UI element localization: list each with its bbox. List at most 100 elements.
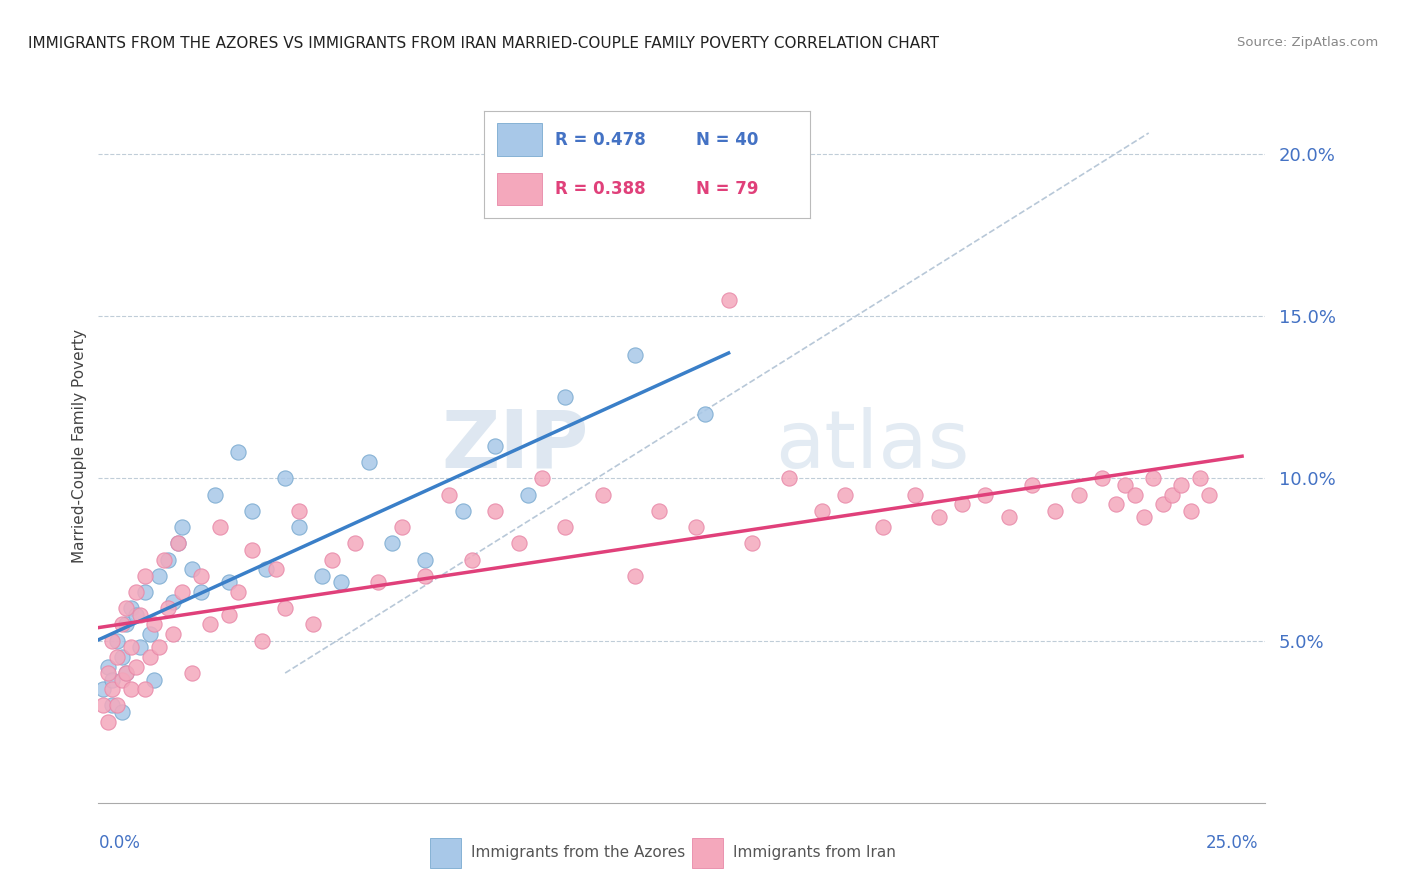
Point (134, 585, 156, 599)
Point (1180, 504, 1202, 518)
Point (129, 640, 152, 654)
Text: ZIP: ZIP (441, 407, 589, 485)
Point (105, 698, 128, 713)
Point (143, 673, 166, 687)
Point (1161, 488, 1184, 502)
Point (274, 471, 297, 485)
Point (1123, 488, 1146, 502)
Point (204, 488, 226, 502)
Point (624, 568, 647, 582)
Point (1105, 497, 1128, 511)
Point (97, 659, 120, 673)
Point (115, 666, 138, 681)
Point (152, 552, 174, 566)
Point (554, 520, 576, 534)
Text: atlas: atlas (775, 407, 970, 485)
Point (1133, 510, 1156, 524)
Point (242, 504, 264, 518)
Point (125, 585, 148, 599)
Point (437, 488, 460, 502)
Point (91, 698, 114, 713)
Point (218, 607, 240, 622)
Text: IMMIGRANTS FROM THE AZORES VS IMMIGRANTS FROM IRAN MARRIED-COUPLE FAMILY POVERTY: IMMIGRANTS FROM THE AZORES VS IMMIGRANTS… (28, 36, 939, 51)
Point (250, 633, 273, 648)
Point (1198, 488, 1220, 502)
Point (1189, 471, 1212, 485)
Point (134, 682, 156, 697)
Point (157, 552, 180, 566)
Point (381, 536, 404, 550)
Point (974, 488, 997, 502)
Point (461, 552, 484, 566)
Point (685, 520, 707, 534)
Point (367, 575, 389, 590)
Point (274, 601, 297, 615)
Point (451, 504, 474, 518)
Point (344, 536, 367, 550)
Point (200, 617, 222, 632)
Point (413, 568, 436, 582)
Point (208, 520, 231, 534)
Point (530, 471, 553, 485)
Point (125, 607, 148, 622)
Point (172, 520, 194, 534)
Point (115, 617, 138, 632)
Point (180, 666, 202, 681)
Point (97, 666, 120, 681)
Point (134, 568, 156, 582)
Point (228, 585, 250, 599)
Point (484, 439, 506, 453)
Point (264, 562, 287, 576)
Point (1152, 497, 1174, 511)
Point (242, 542, 264, 557)
Point (148, 568, 170, 582)
Point (997, 510, 1019, 524)
Point (1045, 504, 1067, 518)
Point (904, 488, 927, 502)
Point (172, 585, 194, 599)
Point (321, 552, 343, 566)
Point (834, 488, 856, 502)
Point (101, 633, 124, 648)
Point (1067, 488, 1090, 502)
Point (554, 390, 576, 404)
Point (101, 698, 124, 713)
Point (1021, 478, 1043, 492)
Point (288, 520, 311, 534)
Point (218, 575, 240, 590)
Point (115, 601, 138, 615)
Point (190, 568, 212, 582)
Point (1114, 478, 1136, 492)
Y-axis label: Married-Couple Family Poverty: Married-Couple Family Poverty (72, 329, 87, 563)
Point (120, 640, 142, 654)
Point (139, 649, 162, 664)
Point (950, 497, 973, 511)
Point (1142, 471, 1164, 485)
Point (778, 471, 800, 485)
Point (115, 666, 138, 681)
Text: 25.0%: 25.0% (1206, 834, 1258, 852)
Point (111, 705, 134, 719)
Text: Source: ZipAtlas.com: Source: ZipAtlas.com (1237, 36, 1378, 49)
Point (105, 649, 128, 664)
Point (302, 617, 325, 632)
Point (101, 682, 124, 697)
Point (148, 640, 170, 654)
Point (717, 293, 740, 307)
Point (624, 348, 647, 362)
Point (1091, 471, 1114, 485)
Point (120, 601, 142, 615)
Point (125, 659, 148, 673)
Point (413, 552, 436, 566)
Point (143, 617, 166, 632)
Point (111, 673, 134, 687)
Point (330, 575, 353, 590)
Point (111, 649, 134, 664)
Point (157, 601, 180, 615)
Point (928, 510, 950, 524)
Point (1170, 478, 1192, 492)
Point (101, 673, 124, 687)
Point (256, 562, 278, 576)
Point (129, 607, 152, 622)
Point (647, 504, 669, 518)
